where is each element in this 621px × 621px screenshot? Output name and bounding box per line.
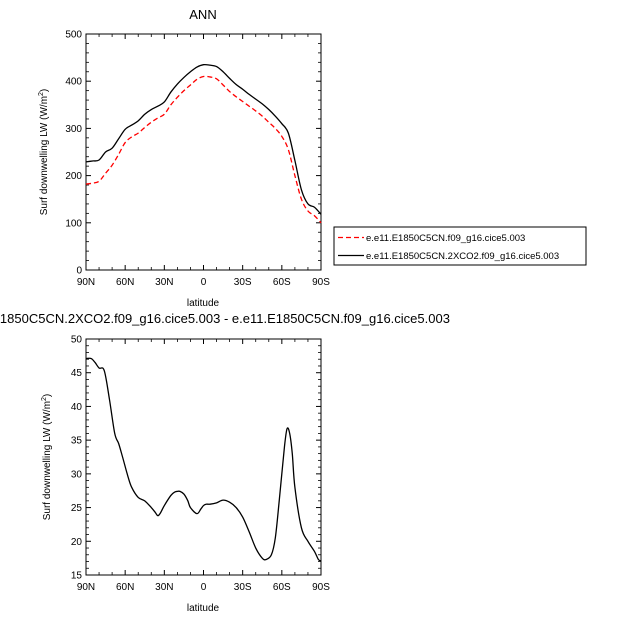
bottom-y-tick-label: 25 <box>71 503 83 514</box>
top-x-axis-label: latitude <box>187 298 220 309</box>
bottom-x-tick-label: 90N <box>77 582 95 593</box>
top-y-tick-label: 100 <box>65 218 82 229</box>
bottom-y-tick-label: 35 <box>71 436 83 447</box>
top-y-tick-label: 200 <box>65 171 82 182</box>
top-x-tick-label: 60N <box>116 277 134 288</box>
top-y-axis-label-sup: 2 <box>38 92 45 96</box>
legend: e.e11.E1850C5CN.f09_g16.cice5.003 e.e11.… <box>333 226 587 266</box>
bottom-y-tick-label: 50 <box>71 335 83 346</box>
top-y-axis-label-end: ) <box>39 89 50 92</box>
top-x-tick-label: 60S <box>273 277 291 288</box>
legend-label-1: e.e11.E1850C5CN.f09_g16.cice5.003 <box>366 233 525 244</box>
bottom-y-ticks: 15 20 25 30 35 40 45 50 <box>71 335 321 582</box>
bottom-series-group <box>85 357 322 562</box>
top-y-axis-label: Surf downwelling LW (W/m2) <box>38 89 50 216</box>
bottom-x-tick-label: 90S <box>312 582 330 593</box>
bottom-y-axis-label-end: ) <box>42 394 53 397</box>
legend-box <box>333 226 587 266</box>
top-y-tick-label: 0 <box>76 266 82 277</box>
top-y-ticks: 0 100 200 300 400 500 <box>65 30 321 277</box>
bottom-y-tick-label: 30 <box>71 469 83 480</box>
top-x-tick-label: 30S <box>234 277 252 288</box>
bottom-x-tick-label: 60S <box>273 582 291 593</box>
top-y-tick-label: 500 <box>65 30 82 41</box>
top-x-tick-label: 0 <box>201 277 207 288</box>
bottom-panel-title: e.e11.E1850C5CN.2XCO2.f09_g16.cice5.003 … <box>0 311 450 326</box>
top-y-axis-label-main: Surf downwelling LW (W/m <box>39 96 50 215</box>
top-panel-title: ANN <box>189 7 216 22</box>
top-series-line-2 <box>85 63 322 215</box>
bottom-x-ticks: 90N 60N 30N 0 30S 60S 90S <box>77 339 330 593</box>
bottom-y-axis-label: Surf downwelling LW (W/m2) <box>41 394 53 521</box>
bottom-x-tick-label: 30S <box>234 582 252 593</box>
bottom-y-tick-label: 15 <box>71 571 83 582</box>
top-series-group <box>85 63 322 224</box>
bottom-y-tick-label: 20 <box>71 537 83 548</box>
bottom-x-tick-label: 0 <box>201 582 207 593</box>
top-y-tick-label: 300 <box>65 124 82 135</box>
bottom-panel-frame <box>85 338 322 576</box>
bottom-y-tick-label: 40 <box>71 402 83 413</box>
top-x-ticks: 90N 60N 30N 0 30S 60S 90S <box>77 34 330 288</box>
bottom-x-tick-label: 60N <box>116 582 134 593</box>
top-x-tick-label: 90S <box>312 277 330 288</box>
bottom-x-axis-label: latitude <box>187 603 220 614</box>
top-series-line-1 <box>85 75 322 224</box>
top-y-tick-label: 400 <box>65 77 82 88</box>
bottom-panel: e.e11.E1850C5CN.2XCO2.f09_g16.cice5.003 … <box>0 311 450 614</box>
legend-label-2: e.e11.E1850C5CN.2XCO2.f09_g16.cice5.003 <box>366 251 559 262</box>
top-x-tick-label: 90N <box>77 277 95 288</box>
top-panel-frame <box>85 33 322 271</box>
bottom-y-tick-label: 45 <box>71 368 83 379</box>
bottom-x-tick-label: 30N <box>155 582 173 593</box>
top-x-tick-label: 30N <box>155 277 173 288</box>
bottom-y-axis-label-main: Surf downwelling LW (W/m <box>42 401 53 520</box>
bottom-y-axis-label-sup: 2 <box>41 397 48 401</box>
bottom-series-line-1 <box>85 357 322 562</box>
top-panel: ANN 0 100 200 300 400 500 90N 60N 30N 0 30S 60S 90S… <box>38 7 587 309</box>
